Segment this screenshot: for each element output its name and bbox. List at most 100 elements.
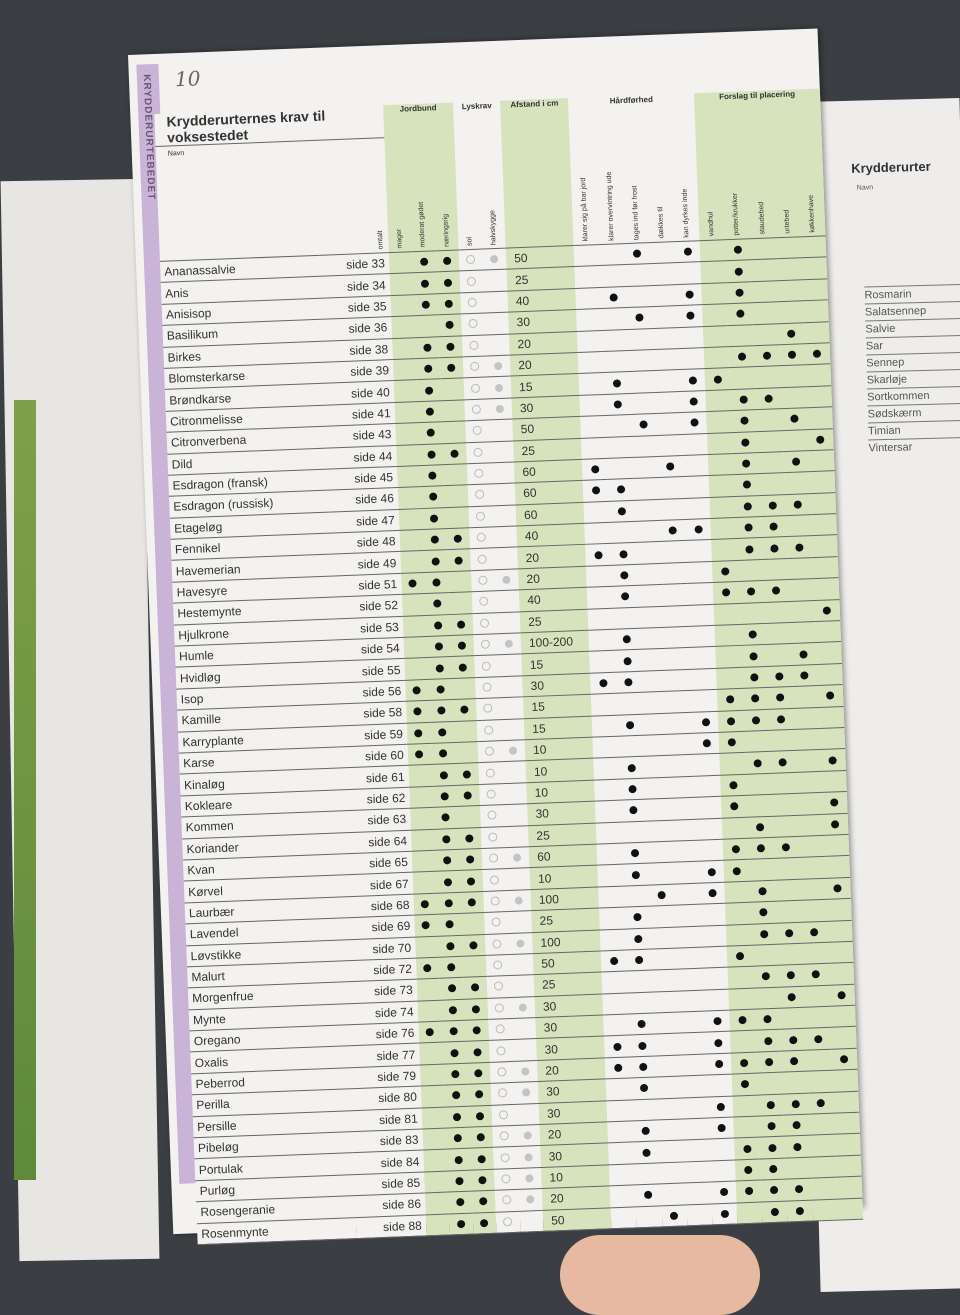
black-dot-icon (741, 438, 750, 447)
light-cell (489, 440, 515, 463)
distance-value: 25 (527, 822, 597, 847)
black-dot-icon (628, 784, 637, 794)
black-dot-icon (430, 535, 439, 545)
hardiness-cell (645, 798, 672, 821)
black-dot-icon (793, 1142, 802, 1151)
open-circle-icon (489, 853, 499, 863)
soil-cell (409, 807, 435, 830)
hardiness-cell (705, 1052, 732, 1076)
placement-cell (810, 492, 837, 515)
placement-cell (758, 472, 785, 496)
black-dot-icon (789, 1057, 799, 1066)
soil-cell (398, 508, 423, 531)
black-dot-icon (814, 1034, 823, 1044)
hardiness-cell (648, 883, 675, 907)
placement-cell (785, 1156, 812, 1180)
hardiness-cell (695, 775, 722, 798)
light-cell (492, 526, 518, 549)
placement-cell (718, 731, 745, 754)
hardiness-cell (658, 1140, 685, 1163)
hardiness-cell (602, 992, 629, 1016)
black-dot-icon (721, 588, 730, 598)
black-dot-icon (837, 990, 847, 1000)
hardiness-cell (657, 455, 684, 478)
book-cover-edge (14, 400, 36, 1180)
soil-cell (431, 763, 456, 787)
placement-cell (737, 559, 764, 582)
hardiness-cell (589, 650, 616, 674)
black-dot-icon (477, 1154, 487, 1163)
placement-cell (771, 793, 798, 816)
black-dot-icon (421, 300, 430, 309)
hardiness-cell (659, 1161, 686, 1185)
light-cell (508, 932, 533, 955)
light-cell (463, 377, 489, 400)
black-dot-icon (445, 321, 455, 330)
soil-cell (438, 934, 463, 958)
hardiness-cell (691, 689, 718, 712)
black-dot-icon (744, 523, 753, 532)
hardiness-cell (629, 1034, 656, 1057)
black-dot-icon (419, 257, 429, 267)
black-dot-icon (423, 364, 433, 374)
grey-dot-icon (496, 404, 505, 414)
hardiness-cell (654, 1033, 681, 1056)
black-dot-icon (635, 955, 644, 965)
soil-cell (403, 636, 428, 659)
placement-cell (819, 748, 846, 772)
placement-cell (757, 430, 784, 453)
black-dot-icon (426, 428, 435, 438)
black-dot-icon (441, 813, 450, 822)
black-dot-icon (458, 663, 468, 672)
placement-cell (775, 258, 802, 281)
distance-value: 30 (508, 309, 578, 334)
placement-cell (786, 1199, 813, 1223)
hardiness-cell (591, 693, 618, 716)
soil-cell (458, 848, 483, 871)
placement-cell (716, 688, 743, 711)
jordbund-column-label: moderat gødet (418, 202, 427, 248)
light-cell (489, 1039, 514, 1063)
black-dot-icon (734, 267, 743, 276)
black-dot-icon (591, 486, 601, 495)
hardiness-cell (660, 519, 687, 542)
distance-value: 20 (518, 566, 588, 591)
black-dot-icon (619, 549, 628, 559)
black-dot-icon (823, 606, 832, 615)
placement-cell (735, 516, 762, 539)
black-dot-icon (454, 556, 464, 565)
placement-cell (791, 664, 818, 687)
black-dot-icon (629, 806, 638, 815)
soil-cell (405, 700, 430, 723)
soil-cell (404, 679, 430, 702)
soil-cell (401, 593, 426, 617)
soil-cell (450, 656, 476, 679)
black-dot-icon (766, 1100, 775, 1110)
open-circle-icon (485, 746, 495, 756)
soil-cell (463, 976, 488, 999)
black-dot-icon (412, 686, 422, 695)
hardiness-cell (671, 818, 698, 842)
light-cell (495, 1210, 521, 1234)
placement-cell (727, 302, 754, 326)
black-dot-icon (831, 819, 840, 829)
placement-cell (724, 880, 751, 904)
hardiness-cell (694, 753, 721, 777)
open-circle-icon (485, 768, 496, 778)
black-dot-icon (627, 763, 636, 772)
black-dot-icon (800, 671, 809, 680)
black-dot-icon (792, 457, 801, 466)
hardiness-cell (603, 1014, 630, 1037)
soil-cell (419, 1063, 444, 1087)
distance-value: 60 (528, 844, 598, 869)
placement-cell (707, 453, 734, 476)
black-dot-icon (735, 952, 744, 961)
black-dot-icon (739, 1058, 749, 1068)
soil-cell (414, 314, 439, 338)
hardiness-cell (592, 714, 618, 738)
hardiness-cell (601, 307, 628, 331)
black-dot-icon (445, 920, 454, 929)
soil-cell (399, 529, 424, 552)
soil-cell (412, 871, 437, 894)
hardforhed-column-label: klarer sig på bar jord (580, 177, 590, 242)
